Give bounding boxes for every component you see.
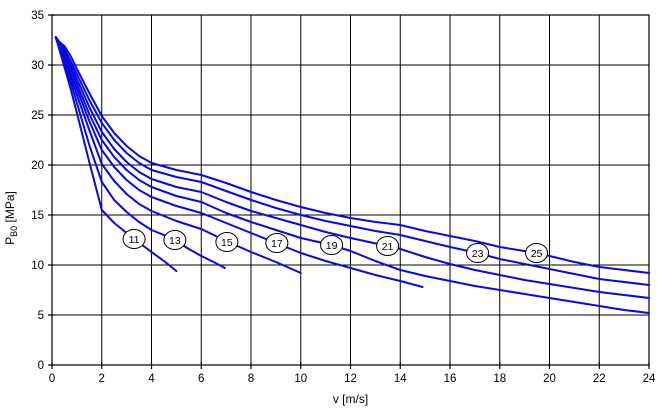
x-tick-label: 8 [248, 373, 254, 385]
x-tick-label: 12 [344, 373, 357, 385]
curve-label-circle-23 [466, 243, 490, 263]
curve-label-text-17: 17 [271, 238, 283, 250]
curve-23 [54, 36, 650, 286]
curve-label-text-11: 11 [129, 234, 140, 246]
curve-label-circle-11 [122, 229, 146, 249]
curve-label-circle-15 [215, 232, 239, 252]
y-tick-label: 5 [38, 310, 44, 322]
x-tick-label: 24 [643, 373, 656, 385]
y-tick-label: 35 [31, 10, 44, 22]
curve-label-circle-19 [320, 235, 344, 255]
curve-label-circle-17 [265, 233, 289, 253]
x-tick-label: 6 [198, 373, 204, 385]
curve-label-text-21: 21 [382, 241, 394, 253]
x-tick-label: 18 [493, 373, 506, 385]
y-tick-label: 20 [31, 160, 44, 172]
x-tick-label: 2 [99, 373, 105, 385]
curve-label-circle-25 [525, 243, 549, 263]
x-tick-label: 0 [49, 373, 55, 385]
curve-label-circle-13 [163, 230, 187, 250]
y-tick-label: 10 [31, 260, 44, 272]
curve-label-text-19: 19 [326, 240, 338, 252]
curve-label-text-25: 25 [531, 248, 543, 260]
y-axis-title: PB0 [MPa] [3, 191, 19, 245]
x-tick-label: 22 [593, 373, 606, 385]
curve-17 [54, 36, 424, 288]
y-tick-label: 15 [31, 210, 44, 222]
x-tick-label: 20 [543, 373, 556, 385]
curve-label-text-15: 15 [221, 237, 233, 249]
x-tick-label: 4 [148, 373, 155, 385]
curve-21 [54, 36, 650, 299]
curve-19 [54, 36, 650, 314]
curve-label-circle-21 [376, 236, 400, 256]
curve-11 [54, 36, 178, 272]
curve-label-text-23: 23 [472, 248, 484, 260]
curve-13 [54, 36, 226, 269]
x-tick-label: 10 [294, 373, 307, 385]
x-tick-label: 14 [394, 373, 407, 385]
x-tick-label: 16 [444, 373, 457, 385]
x-axis-title: v [m/s] [333, 392, 368, 406]
y-tick-label: 25 [31, 110, 44, 122]
y-tick-label: 30 [31, 60, 44, 72]
curve-label-text-13: 13 [169, 235, 181, 247]
y-tick-label: 0 [38, 360, 44, 372]
